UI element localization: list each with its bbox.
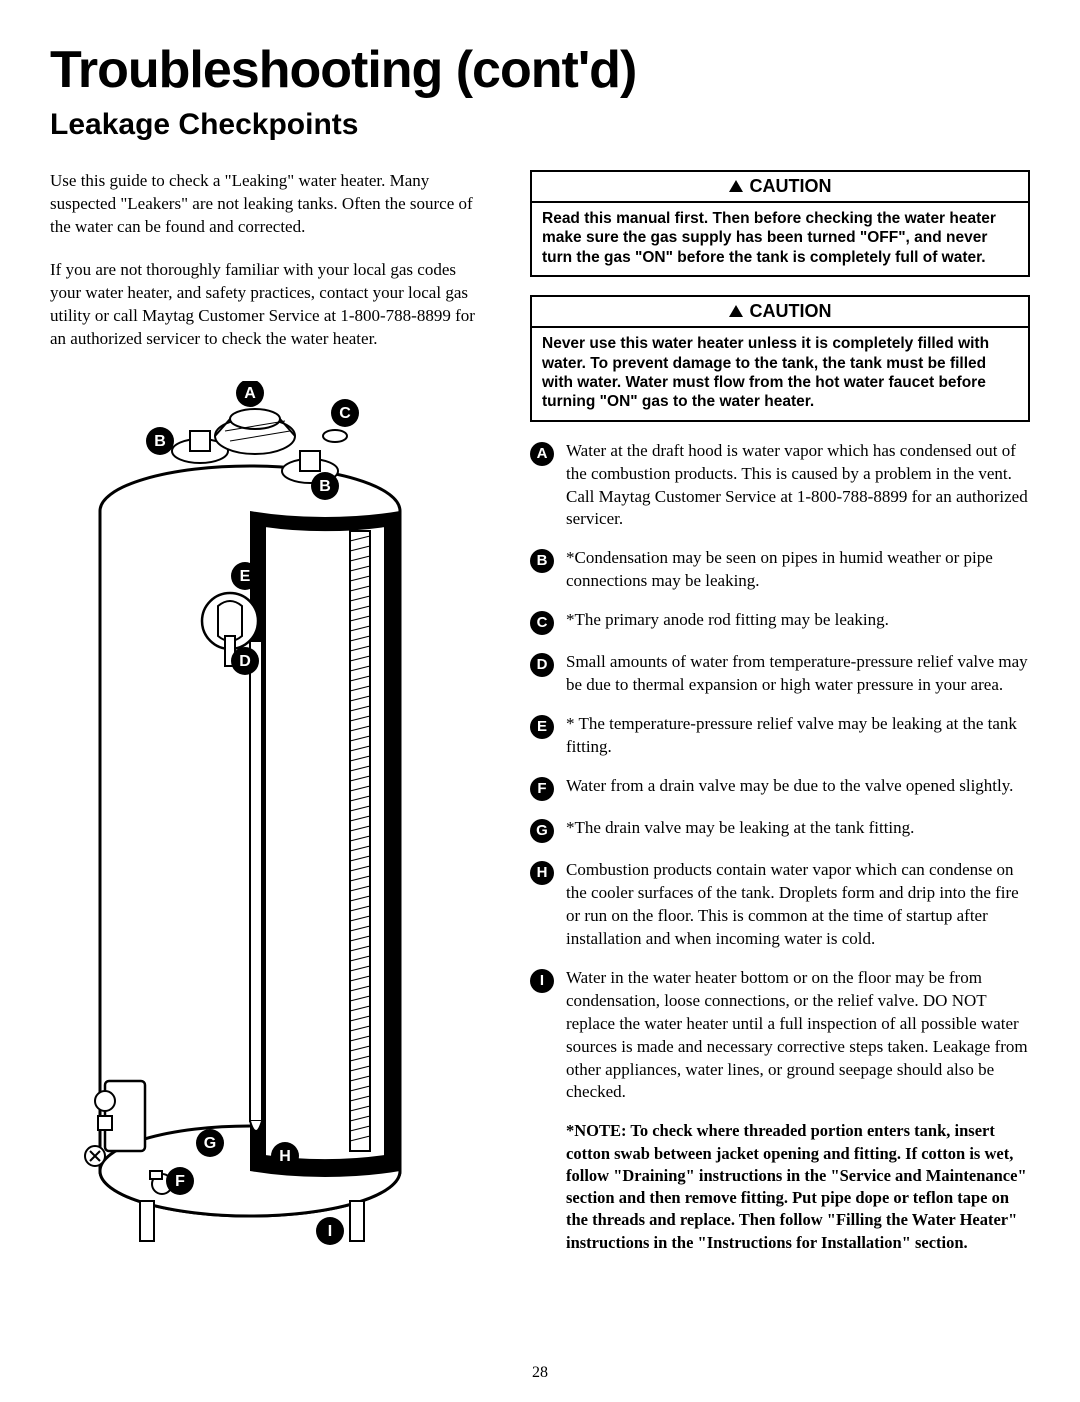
checkpoint-badge-i: I <box>530 969 554 993</box>
svg-text:B: B <box>319 478 331 495</box>
checkpoint-row-d: D Small amounts of water from temperature… <box>530 651 1030 697</box>
checkpoint-badge-h: H <box>530 861 554 885</box>
checkpoint-text-e: * The temperature-pressure relief valve … <box>566 713 1030 759</box>
caution-box-1: CAUTION Read this manual first. Then bef… <box>530 170 1030 277</box>
svg-text:D: D <box>239 653 251 670</box>
checkpoint-row-e: E * The temperature-pressure relief valve… <box>530 713 1030 759</box>
svg-text:G: G <box>204 1135 216 1152</box>
left-column: Use this guide to check a "Leaking" wate… <box>50 170 490 1270</box>
svg-text:F: F <box>175 1173 185 1190</box>
caution-body-1: Read this manual first. Then before chec… <box>532 203 1028 275</box>
page-number: 28 <box>0 1364 1080 1382</box>
checkpoint-badge-f: F <box>530 777 554 801</box>
checkpoint-badge-g: G <box>530 819 554 843</box>
checkpoint-text-g: *The drain valve may be leaking at the t… <box>566 817 914 843</box>
svg-text:C: C <box>339 405 351 422</box>
checkpoint-row-c: C *The primary anode rod fitting may be l… <box>530 609 1030 635</box>
checkpoint-row-b: B *Condensation may be seen on pipes in h… <box>530 547 1030 593</box>
checkpoint-row-f: F Water from a drain valve may be due to … <box>530 775 1030 801</box>
intro-paragraph-2: If you are not thoroughly familiar with … <box>50 259 490 351</box>
intro-paragraph-1: Use this guide to check a "Leaking" wate… <box>50 170 490 239</box>
page-subtitle: Leakage Checkpoints <box>50 108 1030 142</box>
caution-header-1: CAUTION <box>532 172 1028 203</box>
checkpoint-row-i: I Water in the water heater bottom or on … <box>530 967 1030 1105</box>
note-text: *NOTE: To check where threaded portion e… <box>566 1120 1030 1254</box>
svg-text:E: E <box>240 568 251 585</box>
checkpoint-text-i: Water in the water heater bottom or on t… <box>566 967 1030 1105</box>
checkpoint-row-a: A Water at the draft hood is water vapor … <box>530 440 1030 532</box>
svg-text:I: I <box>328 1223 332 1240</box>
right-column: CAUTION Read this manual first. Then bef… <box>530 170 1030 1270</box>
checkpoint-text-d: Small amounts of water from temperature-… <box>566 651 1030 697</box>
checkpoint-row-h: H Combustion products contain water vapor… <box>530 859 1030 951</box>
water-heater-diagram: A B B C D E F G H I <box>50 381 450 1251</box>
checkpoint-badge-d: D <box>530 653 554 677</box>
caution-box-2: CAUTION Never use this water heater unle… <box>530 295 1030 422</box>
checkpoint-text-c: *The primary anode rod fitting may be le… <box>566 609 889 635</box>
checkpoint-badge-a: A <box>530 442 554 466</box>
svg-text:H: H <box>279 1148 291 1165</box>
checkpoint-badge-c: C <box>530 611 554 635</box>
checkpoint-text-b: *Condensation may be seen on pipes in hu… <box>566 547 1030 593</box>
checkpoint-badge-b: B <box>530 549 554 573</box>
checkpoint-row-g: G *The drain valve may be leaking at the … <box>530 817 1030 843</box>
warning-icon <box>728 179 744 193</box>
page-title: Troubleshooting (cont'd) <box>50 40 1030 100</box>
checkpoint-list: A Water at the draft hood is water vapor … <box>530 440 1030 1105</box>
caution-body-2: Never use this water heater unless it is… <box>532 328 1028 420</box>
checkpoint-text-a: Water at the draft hood is water vapor w… <box>566 440 1030 532</box>
caution-label-2: CAUTION <box>750 301 832 321</box>
svg-text:B: B <box>154 433 166 450</box>
warning-icon <box>728 304 744 318</box>
two-column-layout: Use this guide to check a "Leaking" wate… <box>50 170 1030 1270</box>
note-spacer <box>530 1122 554 1146</box>
checkpoint-text-f: Water from a drain valve may be due to t… <box>566 775 1013 801</box>
note-row: *NOTE: To check where threaded portion e… <box>530 1120 1030 1254</box>
caution-header-2: CAUTION <box>532 297 1028 328</box>
caution-label-1: CAUTION <box>750 176 832 196</box>
checkpoint-text-h: Combustion products contain water vapor … <box>566 859 1030 951</box>
svg-text:A: A <box>244 385 256 402</box>
checkpoint-badge-e: E <box>530 715 554 739</box>
